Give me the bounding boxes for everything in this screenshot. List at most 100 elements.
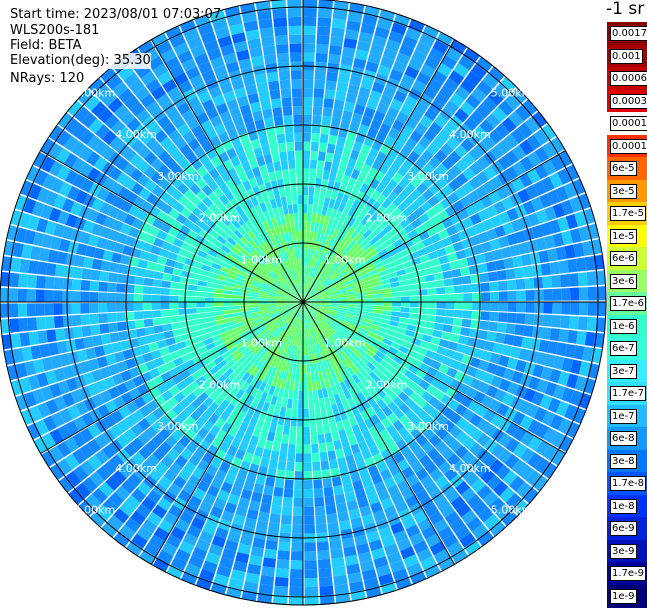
- range-bin: [382, 310, 391, 315]
- range-bin: [289, 213, 294, 222]
- range-bin: [321, 179, 328, 189]
- range-bin: [417, 282, 427, 289]
- range-bin: [478, 330, 488, 340]
- colorbar-tick-label: 3e-7: [610, 364, 637, 379]
- range-bin: [170, 316, 180, 323]
- range-bin: [71, 303, 80, 314]
- range-bin: [365, 302, 374, 305]
- range-bin: [316, 53, 328, 63]
- range-bin: [134, 303, 143, 311]
- range-bin: [303, 8, 317, 17]
- colorbar-tick-label: 0.00017: [610, 116, 647, 131]
- range-bin: [323, 98, 334, 108]
- range-bin: [551, 275, 561, 288]
- range-bin: [205, 297, 214, 302]
- range-bin: [304, 498, 314, 507]
- range-bin: [265, 440, 274, 450]
- range-bin: [303, 382, 307, 391]
- range-bin: [303, 151, 310, 160]
- range-bin: [449, 260, 459, 269]
- range-bin: [303, 231, 306, 240]
- range-bin: [37, 262, 47, 275]
- range-bin: [116, 303, 125, 312]
- range-bin: [9, 288, 18, 302]
- range-bin: [288, 444, 296, 453]
- range-bin: [313, 196, 319, 205]
- range-bin: [514, 267, 524, 278]
- range-bin: [400, 312, 409, 318]
- range-bin: [293, 507, 303, 516]
- range-bin: [453, 318, 463, 326]
- range-bin: [507, 280, 517, 291]
- range-bin: [54, 277, 64, 289]
- range-bin: [9, 303, 18, 317]
- range-bin: [418, 308, 427, 314]
- range-bin: [293, 391, 298, 400]
- range-bin: [117, 274, 127, 284]
- range-bin: [312, 115, 321, 125]
- range-bin: [277, 53, 289, 63]
- range-bin: [303, 159, 310, 168]
- colorbar: 0.00170.0010.00060.00030.000170.00016e-5…: [607, 22, 647, 607]
- range-bin: [161, 288, 170, 295]
- range-bin: [542, 315, 552, 327]
- range-bin: [336, 136, 346, 146]
- range-bin: [109, 262, 119, 272]
- range-bin: [296, 168, 302, 177]
- range-bin: [317, 550, 330, 560]
- range-bin: [314, 187, 320, 197]
- range-bin: [277, 461, 286, 471]
- range-bin: [296, 436, 303, 445]
- range-bin: [498, 312, 508, 322]
- colorbar-tick-label: 6e-5: [610, 161, 637, 176]
- range-bin: [295, 222, 299, 231]
- range-bin: [318, 8, 332, 18]
- range-bin: [309, 399, 315, 408]
- range-bin: [313, 479, 322, 489]
- range-bin: [178, 303, 187, 309]
- range-bin: [143, 311, 152, 319]
- range-bin: [307, 213, 312, 222]
- range-bin: [303, 195, 308, 204]
- range-bin: [260, 503, 271, 514]
- range-bin: [424, 328, 434, 336]
- range-bin: [312, 205, 318, 214]
- range-bin: [250, 302, 259, 305]
- range-bin: [98, 303, 107, 313]
- range-bin: [454, 310, 463, 318]
- range-bin: [458, 335, 468, 345]
- range-bin: [152, 295, 161, 302]
- range-bin: [550, 328, 560, 341]
- range-bin: [296, 444, 303, 453]
- range-bin: [146, 261, 156, 270]
- range-bin: [279, 71, 290, 81]
- range-bin: [89, 292, 98, 302]
- range-bin: [331, 557, 344, 567]
- range-bin: [275, 478, 285, 488]
- range-bin: [512, 335, 523, 347]
- range-bin: [161, 280, 171, 288]
- range-bin: [28, 260, 38, 274]
- range-bin: [303, 347, 306, 356]
- range-bin: [287, 399, 293, 408]
- range-bin: [569, 316, 579, 329]
- range-bin: [311, 444, 319, 453]
- range-bin: [278, 541, 290, 551]
- range-bin: [336, 502, 347, 513]
- range-bin: [304, 569, 317, 578]
- ring-distance-label: 2.00km: [366, 212, 408, 225]
- range-bin: [434, 272, 444, 280]
- colorbar-tick-label: 3e-6: [610, 274, 637, 289]
- range-bin: [486, 331, 496, 341]
- range-bin: [450, 334, 460, 343]
- range-bin: [454, 294, 463, 302]
- range-bin: [261, 36, 274, 46]
- range-bin: [383, 302, 392, 306]
- range-bin: [434, 323, 444, 331]
- range-bin: [314, 80, 325, 90]
- range-bin: [152, 279, 162, 287]
- range-bin: [463, 310, 472, 318]
- range-bin: [308, 391, 313, 400]
- ring-distance-label: 1.00km: [241, 337, 283, 350]
- range-bin: [307, 364, 311, 373]
